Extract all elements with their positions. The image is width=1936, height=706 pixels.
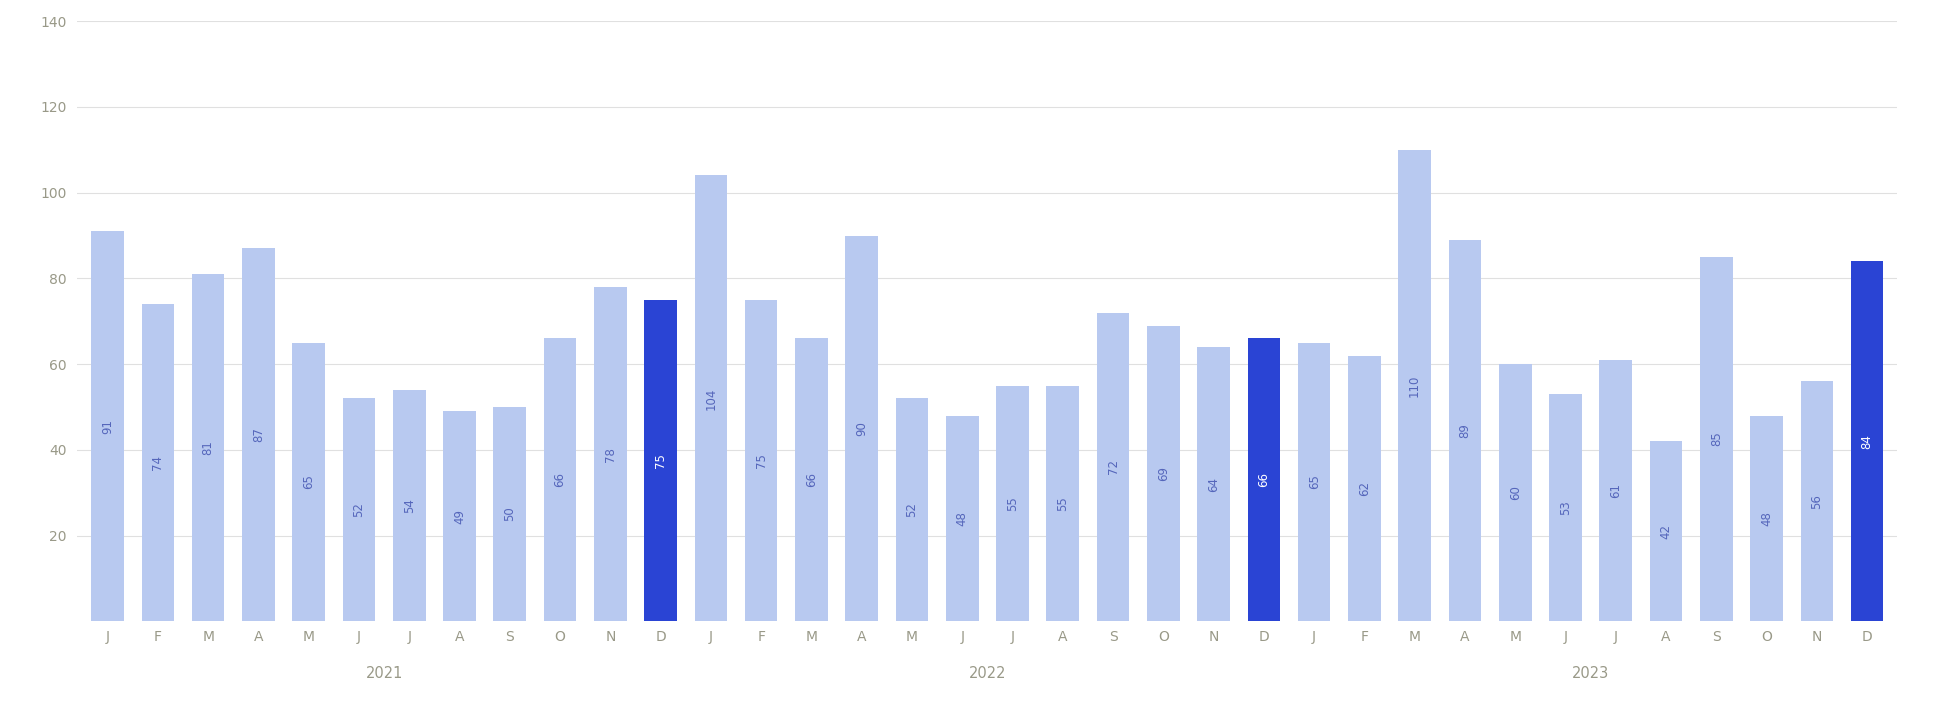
Text: 81: 81 bbox=[201, 441, 215, 455]
Bar bbox=[1700, 257, 1733, 621]
Bar bbox=[947, 416, 978, 621]
Text: 75: 75 bbox=[654, 453, 668, 468]
Text: 55: 55 bbox=[1007, 496, 1018, 510]
Bar bbox=[443, 411, 476, 621]
Bar bbox=[1398, 150, 1431, 621]
Bar bbox=[1096, 313, 1129, 621]
Bar bbox=[645, 300, 678, 621]
Text: 52: 52 bbox=[352, 503, 366, 517]
Text: 53: 53 bbox=[1558, 501, 1572, 515]
Bar bbox=[1800, 381, 1833, 621]
Text: 66: 66 bbox=[805, 472, 817, 487]
Text: 2022: 2022 bbox=[968, 666, 1007, 681]
Text: 89: 89 bbox=[1458, 423, 1471, 438]
Bar bbox=[1750, 416, 1783, 621]
Text: 48: 48 bbox=[956, 511, 968, 526]
Text: 50: 50 bbox=[503, 507, 517, 522]
Bar bbox=[1297, 342, 1330, 621]
Bar bbox=[192, 274, 225, 621]
Bar bbox=[91, 232, 124, 621]
Text: 42: 42 bbox=[1659, 524, 1673, 539]
Bar bbox=[544, 338, 577, 621]
Text: 66: 66 bbox=[1256, 472, 1270, 487]
Bar bbox=[1146, 325, 1179, 621]
Bar bbox=[997, 385, 1028, 621]
Text: 75: 75 bbox=[755, 453, 769, 468]
Bar bbox=[292, 342, 325, 621]
Text: 69: 69 bbox=[1158, 466, 1169, 481]
Text: 60: 60 bbox=[1508, 485, 1522, 500]
Text: 61: 61 bbox=[1609, 483, 1622, 498]
Text: 87: 87 bbox=[252, 427, 265, 442]
Bar bbox=[695, 176, 728, 621]
Bar bbox=[1649, 441, 1682, 621]
Bar bbox=[1599, 360, 1632, 621]
Bar bbox=[1347, 356, 1380, 621]
Text: 104: 104 bbox=[705, 387, 718, 409]
Text: 56: 56 bbox=[1810, 493, 1824, 509]
Text: 48: 48 bbox=[1760, 511, 1773, 526]
Text: 65: 65 bbox=[302, 474, 316, 489]
Text: 72: 72 bbox=[1107, 460, 1119, 474]
Text: 85: 85 bbox=[1709, 432, 1723, 446]
Text: 65: 65 bbox=[1307, 474, 1320, 489]
Bar bbox=[745, 300, 778, 621]
Text: 90: 90 bbox=[856, 421, 867, 436]
Text: 62: 62 bbox=[1357, 481, 1371, 496]
Text: 64: 64 bbox=[1206, 477, 1220, 491]
Bar bbox=[1851, 261, 1884, 621]
Text: 2021: 2021 bbox=[366, 666, 403, 681]
Text: 66: 66 bbox=[554, 472, 567, 487]
Bar bbox=[343, 398, 376, 621]
Bar bbox=[1498, 364, 1531, 621]
Bar bbox=[1247, 338, 1280, 621]
Bar bbox=[1047, 385, 1078, 621]
Text: 2023: 2023 bbox=[1572, 666, 1609, 681]
Bar bbox=[494, 407, 527, 621]
Bar bbox=[1549, 394, 1582, 621]
Text: 91: 91 bbox=[101, 419, 114, 433]
Bar bbox=[393, 390, 426, 621]
Bar bbox=[846, 236, 879, 621]
Bar bbox=[242, 249, 275, 621]
Bar bbox=[594, 287, 627, 621]
Bar bbox=[1448, 240, 1481, 621]
Text: 54: 54 bbox=[403, 498, 416, 513]
Bar bbox=[1196, 347, 1229, 621]
Text: 55: 55 bbox=[1057, 496, 1069, 510]
Text: 84: 84 bbox=[1860, 433, 1874, 449]
Text: 52: 52 bbox=[906, 503, 918, 517]
Text: 74: 74 bbox=[151, 455, 165, 470]
Text: 110: 110 bbox=[1407, 374, 1421, 397]
Bar bbox=[796, 338, 829, 621]
Bar bbox=[896, 398, 927, 621]
Text: 78: 78 bbox=[604, 447, 618, 462]
Text: 49: 49 bbox=[453, 509, 467, 524]
Bar bbox=[141, 304, 174, 621]
